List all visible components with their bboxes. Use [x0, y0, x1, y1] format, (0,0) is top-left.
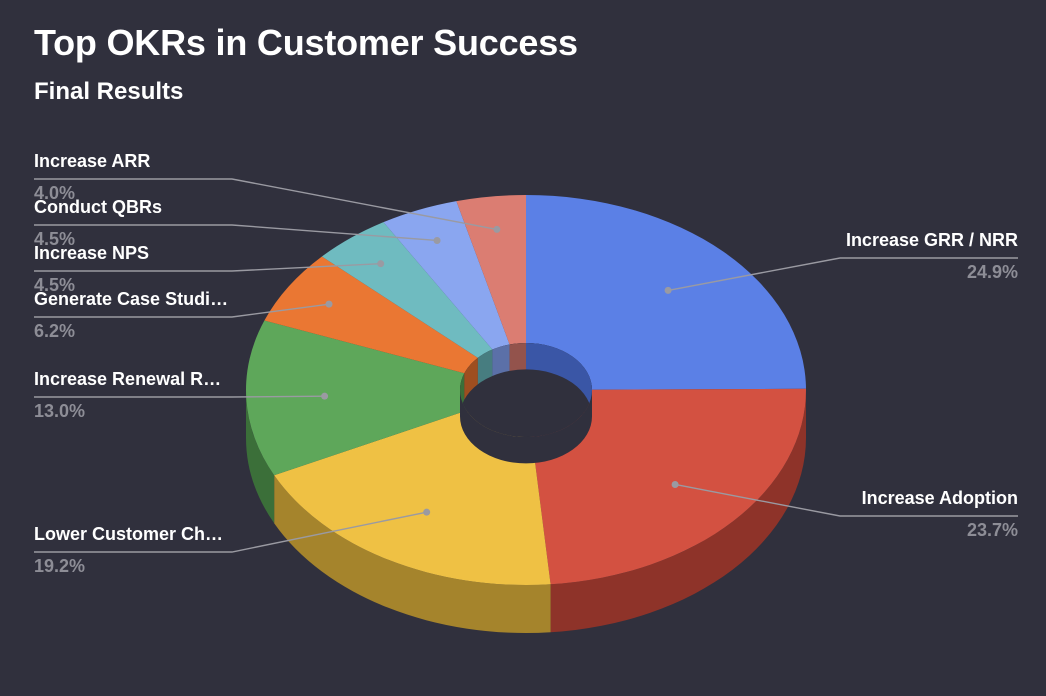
- slice-label-percent: 19.2%: [34, 556, 85, 576]
- label-increase-grr-nrr: Increase GRR / NRR 24.9%: [664, 230, 1018, 294]
- leader-dot: [377, 260, 385, 268]
- label-conduct-qbrs: Conduct QBRs 4.5%: [34, 197, 441, 249]
- label-increase-renewal-r: Increase Renewal R… 13.0%: [34, 369, 329, 421]
- leader-dot: [423, 508, 431, 516]
- donut-top-faces: [245, 195, 806, 585]
- leader-dot: [325, 300, 333, 308]
- slice-label-percent: 4.0%: [34, 183, 75, 203]
- slice-label-name: Increase GRR / NRR: [846, 230, 1018, 250]
- slice-label-name: Lower Customer Ch…: [34, 524, 223, 544]
- leader-dot: [433, 236, 441, 244]
- slice-label-name: Increase NPS: [34, 243, 149, 263]
- chart-subtitle: Final Results: [34, 78, 184, 105]
- slice-side-lower-customer-ch: [274, 475, 551, 633]
- leader-line: [667, 257, 1018, 292]
- slice-side-increase-adoption: [550, 390, 806, 633]
- slice-increase-adoption[interactable]: [531, 388, 806, 585]
- leader-line: [34, 303, 330, 318]
- leader-dot: [321, 392, 329, 400]
- leader-line: [34, 395, 325, 398]
- label-lower-customer-ch: Lower Customer Ch… 19.2%: [34, 508, 431, 576]
- chart-title: Top OKRs in Customer Success: [34, 22, 578, 63]
- hole-wall-increase-grr-nrr: [526, 343, 592, 417]
- slice-increase-nps[interactable]: [321, 222, 493, 358]
- label-increase-nps: Increase NPS 4.5%: [34, 243, 385, 295]
- hole-wall-generate-case-studi: [464, 357, 478, 400]
- slice-labels: Increase GRR / NRR 24.9% Increase Adoption…: [34, 151, 1018, 576]
- slice-label-percent: 4.5%: [34, 229, 75, 249]
- slice-label-percent: 4.5%: [34, 275, 75, 295]
- leader-dot: [493, 225, 501, 233]
- leader-line: [34, 224, 438, 242]
- slice-label-name: Increase Renewal R…: [34, 369, 221, 389]
- slice-side-increase-renewal-r: [246, 390, 275, 524]
- leader-line: [34, 511, 427, 553]
- leader-dot: [664, 286, 672, 294]
- hole-wall-conduct-qbrs: [492, 344, 510, 376]
- label-generate-case-studi: Generate Case Studi… 6.2%: [34, 289, 333, 341]
- slice-label-percent: 24.9%: [967, 262, 1018, 282]
- slice-increase-renewal-r[interactable]: [245, 320, 467, 476]
- donut-side-walls: [246, 390, 806, 633]
- leader-line: [674, 483, 1018, 517]
- slice-label-name: Generate Case Studi…: [34, 289, 228, 309]
- slice-label-percent: 6.2%: [34, 321, 75, 341]
- slice-label-name: Increase ARR: [34, 151, 150, 171]
- slice-label-percent: 23.7%: [967, 520, 1018, 540]
- label-increase-adoption: Increase Adoption 23.7%: [671, 480, 1018, 540]
- slice-lower-customer-ch[interactable]: [274, 410, 551, 585]
- hole-wall-increase-nps: [477, 349, 493, 385]
- leader-line: [34, 178, 498, 231]
- label-increase-arr: Increase ARR 4.0%: [34, 151, 501, 233]
- hole-floor: [460, 390, 592, 464]
- slice-label-percent: 13.0%: [34, 401, 85, 421]
- hole-wall-increase-arr: [509, 343, 526, 371]
- slice-label-name: Conduct QBRs: [34, 197, 162, 217]
- slice-generate-case-studi[interactable]: [264, 256, 478, 374]
- slice-increase-arr[interactable]: [456, 195, 526, 345]
- leader-line: [34, 262, 381, 272]
- donut-hole: [460, 343, 592, 464]
- slice-label-name: Increase Adoption: [862, 488, 1018, 508]
- leader-dot: [671, 480, 679, 488]
